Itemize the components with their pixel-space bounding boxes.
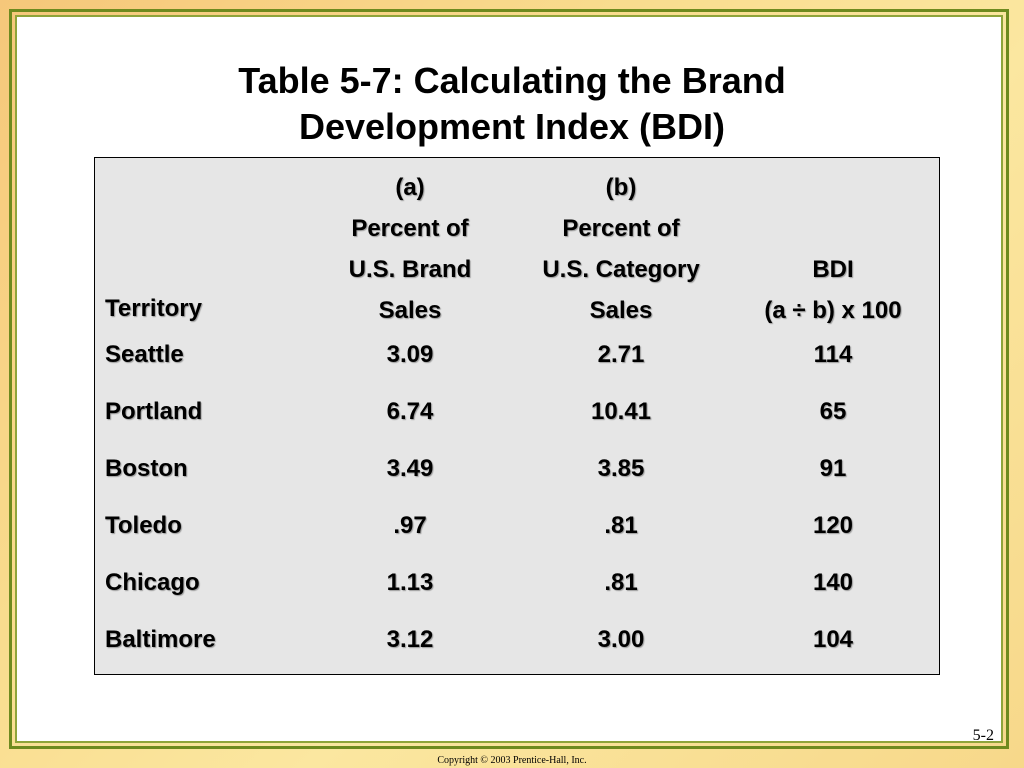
category-sales-cell: 3.00 (597, 626, 645, 653)
header-col-b: (b) Percent of U.S. Category Sales (515, 167, 727, 331)
header-col-bdi-line: (a ÷ b) x 100 (764, 297, 902, 324)
brand-sales-cell: .97 (393, 512, 427, 539)
header-col-bdi: BDI (a ÷ b) x 100 (727, 249, 939, 331)
territory-cell: Toledo (105, 512, 182, 539)
bdi-cell: 114 (813, 341, 853, 368)
header-col-bdi-line: BDI (812, 256, 854, 283)
bdi-cell: 65 (819, 398, 847, 425)
bdi-cell: 140 (812, 569, 854, 596)
category-sales-cell: 2.71 (597, 341, 645, 368)
header-territory: Territory (105, 295, 202, 322)
bdi-cell: 120 (812, 512, 854, 539)
header-col-b-line: Sales (589, 297, 653, 324)
copyright-notice: Copyright © 2003 Prentice-Hall, Inc. (437, 755, 587, 766)
header-col-a-line: Sales (378, 297, 442, 324)
header-col-a-line: U.S. Brand (348, 256, 472, 283)
brand-sales-cell: 6.74 (386, 398, 434, 425)
brand-sales-cell: 3.49 (386, 455, 434, 482)
header-col-b-line: (b) (605, 174, 637, 201)
slide-title: Table 5-7: Calculating the Brand Develop… (0, 58, 1024, 150)
header-col-a: (a) Percent of U.S. Brand Sales (305, 167, 515, 331)
bdi-cell: 104 (812, 626, 854, 653)
category-sales-cell: 3.85 (597, 455, 645, 482)
header-col-a-line: (a) (395, 174, 425, 201)
header-col-a-line: Percent of (351, 215, 469, 242)
category-sales-cell: .81 (604, 512, 638, 539)
category-sales-cell: .81 (604, 569, 638, 596)
territory-cell: Seattle (105, 341, 184, 368)
territory-cell: Portland (105, 398, 203, 425)
brand-sales-cell: 3.12 (386, 626, 434, 653)
slide-title-line-1: Table 5-7: Calculating the Brand (238, 60, 786, 101)
category-sales-cell: 10.41 (590, 398, 652, 425)
bdi-table (94, 157, 940, 675)
brand-sales-cell: 1.13 (386, 569, 434, 596)
territory-cell: Boston (105, 455, 188, 482)
bdi-cell: 91 (819, 455, 847, 482)
brand-sales-cell: 3.09 (386, 341, 434, 368)
territory-cell: Chicago (105, 569, 200, 596)
slide-outer-frame (9, 9, 1009, 749)
slide-number: 5-2 (972, 727, 994, 744)
header-col-b-line: Percent of (562, 215, 680, 242)
header-col-b-line: U.S. Category (542, 256, 700, 283)
slide-title-line-2: Development Index (BDI) (298, 106, 726, 147)
territory-cell: Baltimore (105, 626, 216, 653)
